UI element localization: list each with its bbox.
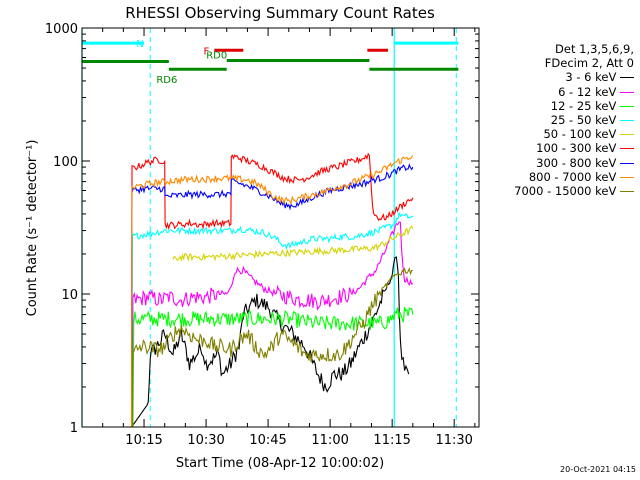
series-line-0 [131,256,410,428]
legend-swatch [620,134,634,136]
series-line-2 [132,306,414,428]
legend-entry-label: 300 - 800 keV [536,155,620,170]
legend-swatch [620,191,634,193]
state-bar-label-2: F [203,46,209,57]
y-tick-label-3: 1000 [45,22,78,37]
series-line-8 [131,266,413,428]
legend-swatch [620,120,634,122]
legend-entry-label: 25 - 50 keV [550,113,620,128]
legend-swatch [620,162,634,164]
state-bar-label-5: RD6 [156,75,177,86]
series-line-3 [131,212,414,428]
legend-entries: 3 - 6 keV 6 - 12 keV 12 - 25 keV 25 - 50… [484,70,634,198]
legend-entry-label: 100 - 300 keV [536,141,620,156]
x-tick-label-0: 10:15 [125,433,162,448]
x-tick-label-2: 10:45 [249,433,286,448]
legend-swatch [620,176,634,178]
plot-frame [81,27,480,428]
state-bar-label-0: N [136,39,143,50]
legend-entry-label: 7000 - 15000 keV [514,184,620,199]
legend-entry-8: 7000 - 15000 keV [484,184,634,198]
series-line-4 [172,225,414,263]
series-line-5 [131,152,414,428]
legend-entry-label: 6 - 12 keV [558,84,620,99]
x-axis-label: Start Time (08-Apr-12 10:00:02) [176,456,384,471]
legend-swatch [620,148,634,150]
x-tick-label-1: 10:30 [187,433,224,448]
legend-entry-2: 12 - 25 keV [484,99,634,113]
legend-swatch [620,91,634,93]
y-tick-label-1: 10 [61,288,78,303]
legend-entry-label: 3 - 6 keV [565,70,620,85]
legend-entry-label: 800 - 7000 keV [528,169,620,184]
y-tick-label-0: 1 [70,421,78,436]
legend-swatch [620,105,634,107]
y-axis-label: Count Rate (s⁻¹ detector⁻¹) [25,140,40,317]
legend-entry-7: 800 - 7000 keV [484,170,634,184]
x-tick-label-3: 11:00 [311,433,348,448]
state-bar-label-6: RD0 [206,50,227,61]
legend-entry-5: 100 - 300 keV [484,141,634,155]
legend-title-line-2: FDecim 2, Att 0 [544,56,634,71]
footer-date: 20-Oct-2021 04:15 [560,465,636,474]
legend-entry-label: 12 - 25 keV [550,98,620,113]
legend-entry-6: 300 - 800 keV [484,156,634,170]
x-tick-label-5: 11:30 [435,433,472,448]
legend-title-line-1: Det 1,3,5,6,9, [555,42,634,56]
legend-entry-4: 50 - 100 keV [484,127,634,141]
legend-swatch [620,77,634,79]
y-tick-label-2: 100 [53,155,78,170]
series-line-1 [131,221,414,428]
legend-entry-0: 3 - 6 keV [484,70,634,84]
chart-title: RHESSI Observing Summary Count Rates [125,4,435,22]
series-line-6 [131,163,414,428]
x-tick-label-4: 11:15 [373,433,410,448]
legend: Det 1,3,5,6,9, FDecim 2, Att 0 3 - 6 keV… [484,42,634,198]
legend-entry-label: 50 - 100 keV [543,127,620,142]
series-line-7 [131,155,414,428]
legend-entry-3: 25 - 50 keV [484,113,634,127]
legend-entry-1: 6 - 12 keV [484,85,634,99]
